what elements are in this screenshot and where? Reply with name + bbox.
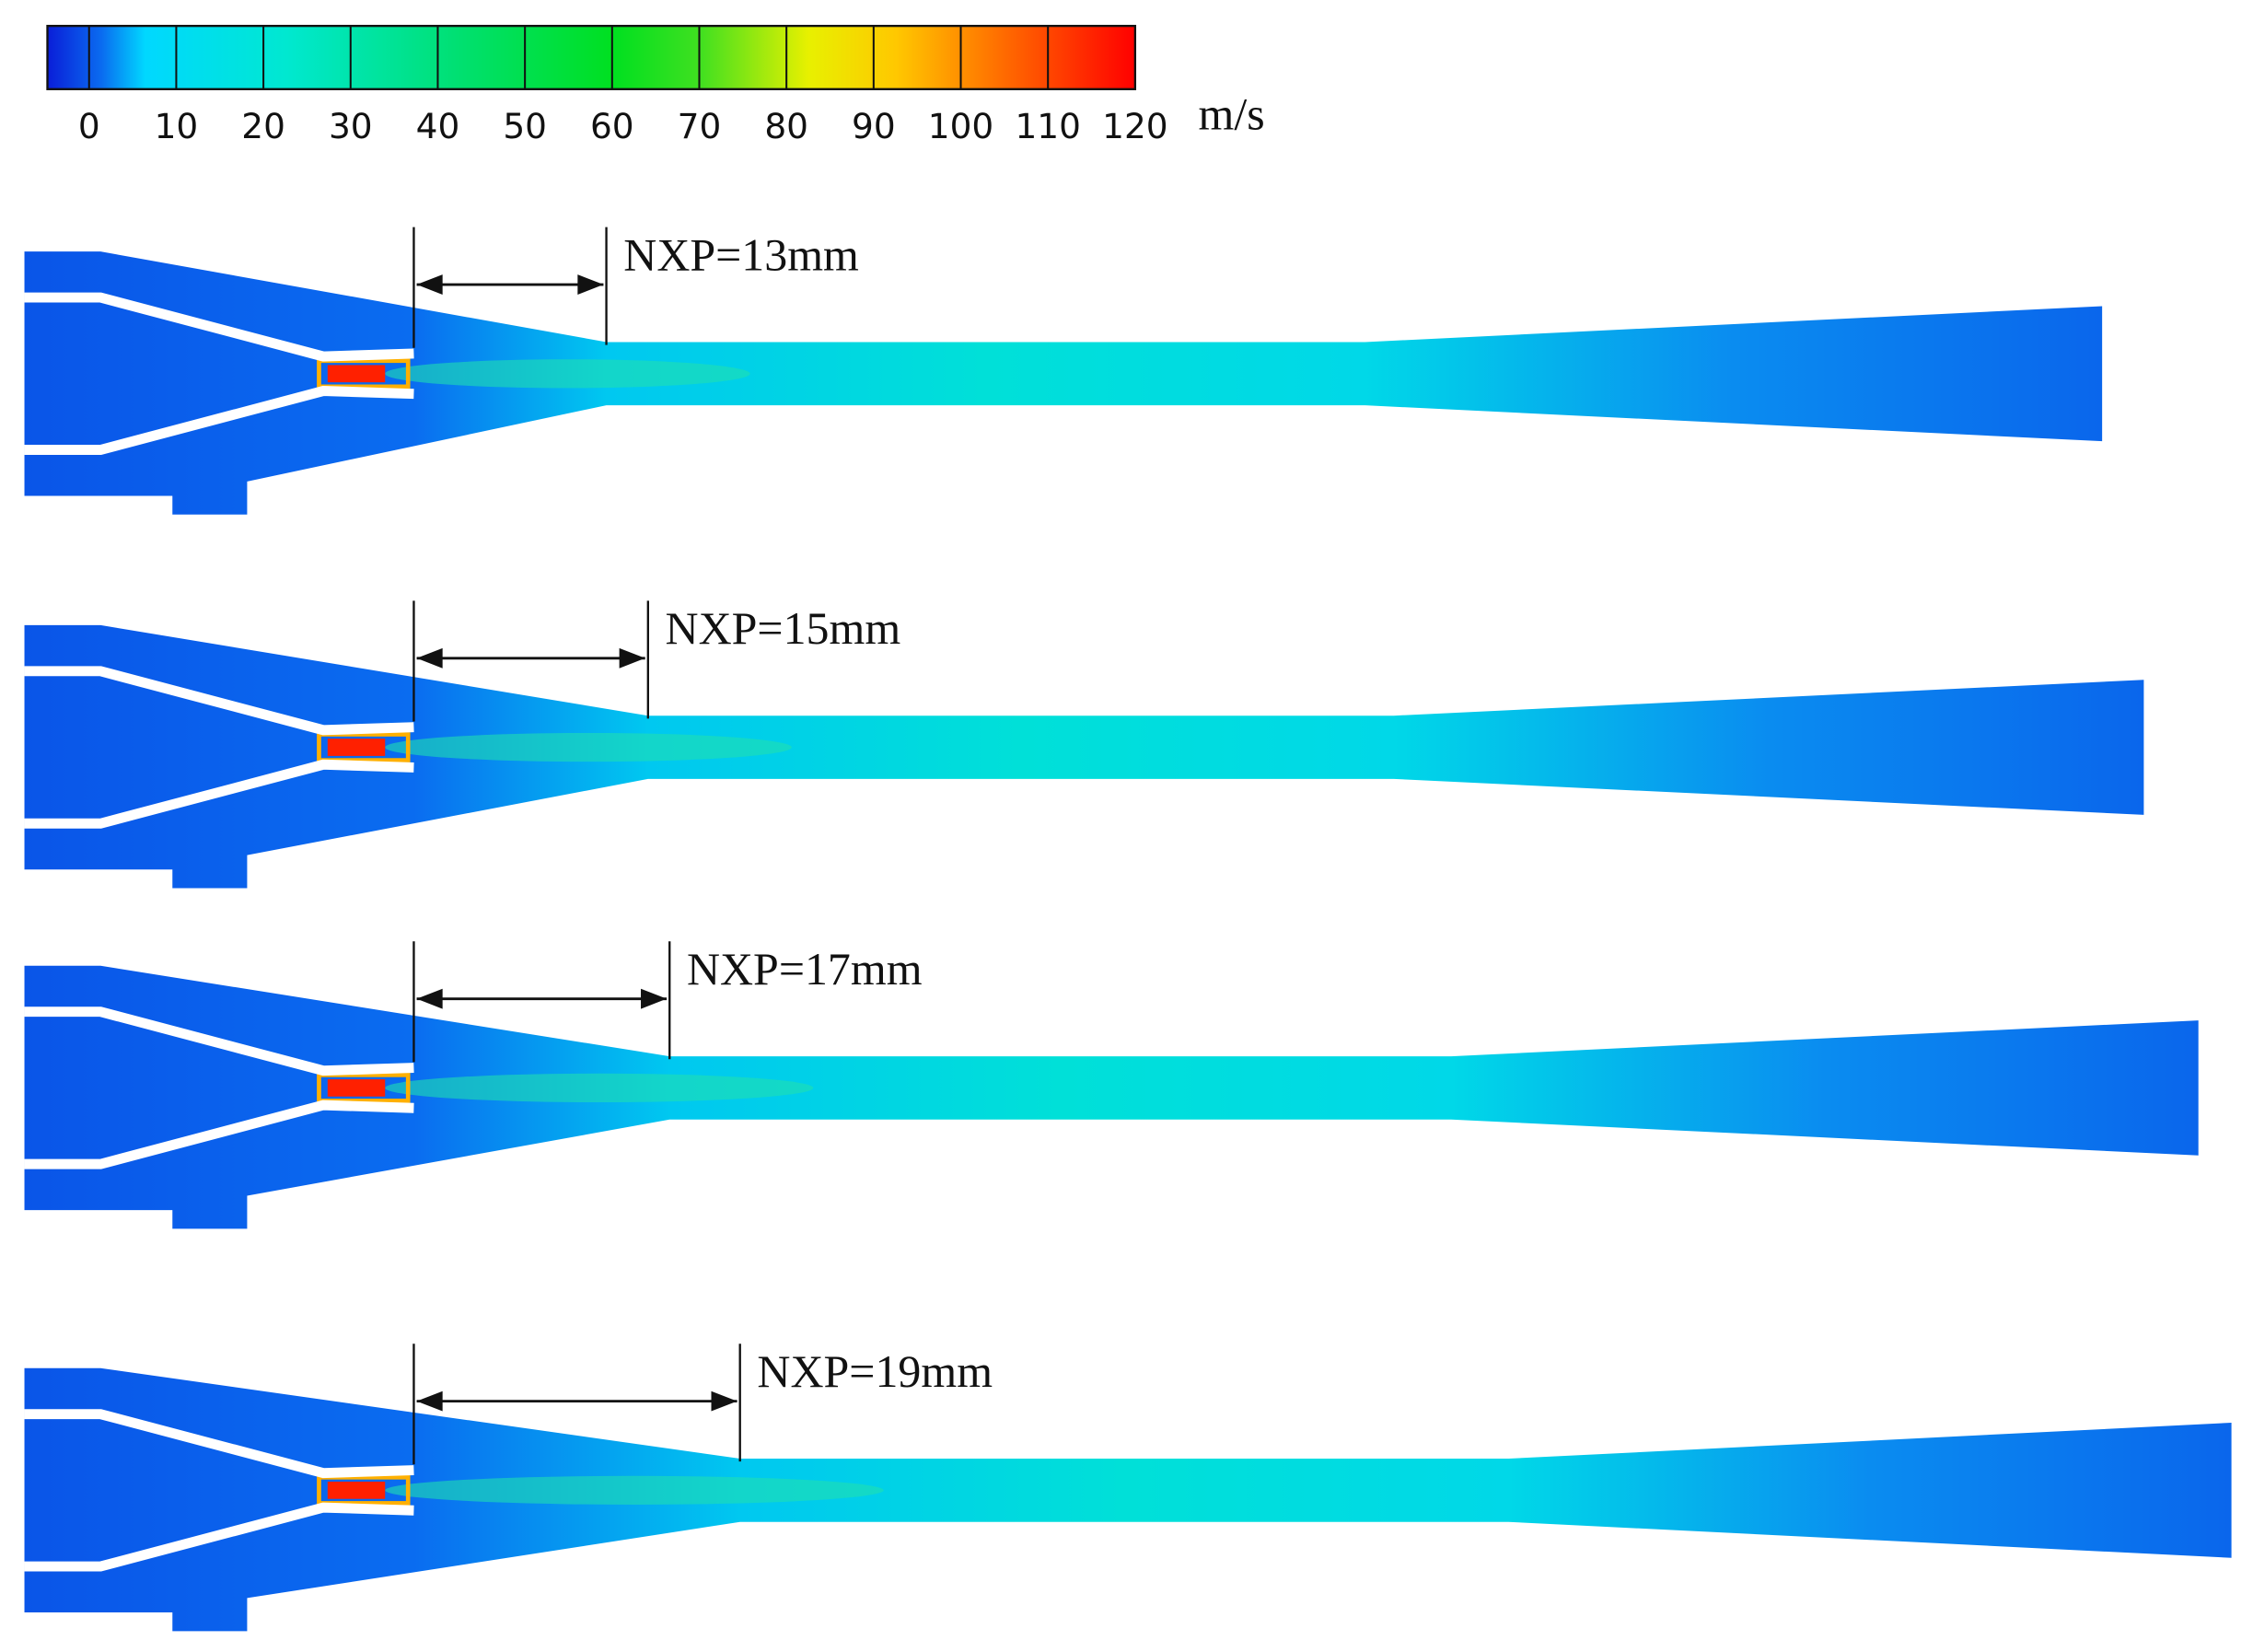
arrow-head xyxy=(619,647,645,669)
jet xyxy=(385,732,792,762)
colorbar-tick-label: 0 xyxy=(78,106,100,146)
nozzle-wall xyxy=(24,386,414,455)
nozzle-wall xyxy=(24,1006,414,1076)
colorbar-tick-label: 30 xyxy=(329,106,373,146)
colorbar-tick-label: 20 xyxy=(241,106,285,146)
flow-domain xyxy=(24,251,2103,515)
arrow-head xyxy=(416,988,443,1009)
nozzle-core-edge xyxy=(317,732,411,762)
ejector-panel: NXP=13mm xyxy=(24,227,2103,515)
nozzle-core xyxy=(327,739,386,756)
nozzle-core xyxy=(327,1079,386,1097)
ejector-panel: NXP=15mm xyxy=(24,600,2144,889)
nozzle-core-edge xyxy=(317,1073,411,1103)
flow-domain xyxy=(24,624,2144,889)
colorbar-tick-label: 100 xyxy=(928,106,993,146)
panels: NXP=13mm NXP=15mm NXP=17mm NXP=19mm xyxy=(24,227,2232,1632)
jet xyxy=(385,359,750,389)
nozzle-wall xyxy=(24,1409,414,1479)
colorbar-tick-label: 10 xyxy=(155,106,199,146)
nozzle-core-edge xyxy=(317,1474,411,1506)
flow-domain xyxy=(24,965,2199,1229)
colorbar-tick-label: 120 xyxy=(1102,106,1167,146)
colorbar-tick-label: 60 xyxy=(590,106,634,146)
nozzle-wall xyxy=(24,292,414,362)
colorbar xyxy=(46,24,1137,90)
nxp-label: NXP=15mm xyxy=(666,603,901,654)
jet xyxy=(385,1475,884,1505)
colorbar-ticks: 0 10 20 30 40 50 60 70 80 90 100 110 120 xyxy=(78,26,1168,146)
colorbar-unit: m/s xyxy=(1199,89,1265,140)
arrow-head xyxy=(416,647,443,669)
arrow-head xyxy=(577,274,604,295)
colorbar-tick-label: 80 xyxy=(764,106,808,146)
nxp-label: NXP=13mm xyxy=(623,229,859,280)
ejector-panel: NXP=19mm xyxy=(24,1344,2232,1632)
nozzle-wall xyxy=(24,1502,414,1572)
colorbar-tick-label: 110 xyxy=(1015,106,1080,146)
arrow-head xyxy=(711,1390,737,1412)
nozzle-wall xyxy=(24,1099,414,1169)
nozzle-core xyxy=(327,1482,386,1499)
colorbar-tick-label: 70 xyxy=(678,106,722,146)
nozzle-core-edge xyxy=(317,358,411,390)
arrow-head xyxy=(416,274,443,295)
arrow-head xyxy=(641,988,668,1009)
nozzle-wall xyxy=(24,759,414,829)
jet xyxy=(385,1073,814,1103)
arrow-head xyxy=(416,1390,443,1412)
colorbar-tick-label: 90 xyxy=(852,106,896,146)
nozzle-wall xyxy=(24,666,414,736)
flow-domain xyxy=(24,1367,2232,1632)
ejector-panel: NXP=17mm xyxy=(24,941,2199,1229)
colorbar-tick-label: 50 xyxy=(503,106,547,146)
nxp-label: NXP=19mm xyxy=(757,1346,993,1397)
colorbar-tick-label: 40 xyxy=(416,106,460,146)
nxp-label: NXP=17mm xyxy=(687,944,923,995)
nozzle-core xyxy=(327,365,386,383)
